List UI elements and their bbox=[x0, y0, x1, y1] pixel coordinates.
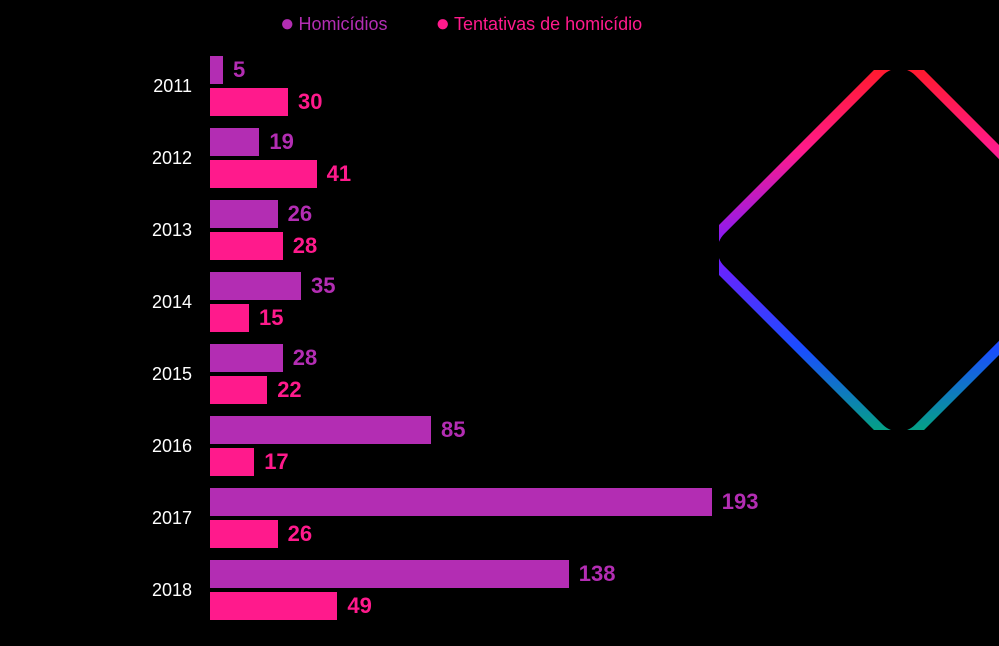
bar-value: 22 bbox=[277, 377, 301, 403]
year-group: 2017 193 26 bbox=[0, 482, 760, 554]
year-label: 2012 bbox=[0, 148, 210, 169]
chart-legend: ● Homicídios ● Tentativas de homicídio bbox=[0, 0, 999, 36]
bar-wrap: 28 bbox=[210, 344, 760, 372]
bar-value: 17 bbox=[264, 449, 288, 475]
bar bbox=[210, 56, 223, 84]
bar-wrap: 15 bbox=[210, 304, 760, 332]
year-group: 20152822 bbox=[0, 338, 760, 410]
legend-label: Tentativas de homicídio bbox=[454, 14, 642, 35]
bar bbox=[210, 344, 283, 372]
bar-wrap: 28 bbox=[210, 232, 760, 260]
bar-wrap: 22 bbox=[210, 376, 760, 404]
gradient-decoration-icon bbox=[719, 70, 999, 430]
bar-value: 28 bbox=[293, 345, 317, 371]
bar-value: 26 bbox=[288, 201, 312, 227]
legend-item-tentativas: ● Tentativas de homicídio bbox=[436, 12, 643, 36]
bar bbox=[210, 376, 267, 404]
bar-pair: 193 26 bbox=[210, 488, 760, 548]
bar-wrap: 30 bbox=[210, 88, 760, 116]
bar-value: 35 bbox=[311, 273, 335, 299]
bar bbox=[210, 128, 259, 156]
bar-pair: 5 30 bbox=[210, 56, 760, 116]
year-label: 2015 bbox=[0, 364, 210, 385]
bar-wrap: 35 bbox=[210, 272, 760, 300]
year-label: 2018 bbox=[0, 580, 210, 601]
bar-wrap: 26 bbox=[210, 200, 760, 228]
bar-wrap: 41 bbox=[210, 160, 760, 188]
bar-wrap: 17 bbox=[210, 448, 760, 476]
bar bbox=[210, 448, 254, 476]
bar-value: 49 bbox=[347, 593, 371, 619]
year-label: 2014 bbox=[0, 292, 210, 313]
bar-value: 138 bbox=[579, 561, 616, 587]
year-group: 20132628 bbox=[0, 194, 760, 266]
bar-value: 15 bbox=[259, 305, 283, 331]
bar bbox=[210, 304, 249, 332]
bar bbox=[210, 416, 431, 444]
bar-pair: 1941 bbox=[210, 128, 760, 188]
bar bbox=[210, 592, 337, 620]
year-group: 20121941 bbox=[0, 122, 760, 194]
year-group: 2016 85 17 bbox=[0, 410, 760, 482]
year-label: 2013 bbox=[0, 220, 210, 241]
bar-pair: 138 49 bbox=[210, 560, 760, 620]
legend-bullet-icon: ● bbox=[436, 12, 451, 36]
year-group: 2018 138 49 bbox=[0, 554, 760, 626]
bar-value: 85 bbox=[441, 417, 465, 443]
bar-wrap: 138 bbox=[210, 560, 760, 588]
bar bbox=[210, 272, 301, 300]
year-group: 2011 5 30 bbox=[0, 50, 760, 122]
year-label: 2016 bbox=[0, 436, 210, 457]
bar-pair: 2822 bbox=[210, 344, 760, 404]
bar bbox=[210, 160, 317, 188]
bar-value: 193 bbox=[722, 489, 759, 515]
chart-area: 2011530201219412013262820143515201528222… bbox=[0, 50, 760, 626]
legend-label: Homicídios bbox=[299, 14, 388, 35]
bar-pair: 35 15 bbox=[210, 272, 760, 332]
bar bbox=[210, 560, 569, 588]
bar bbox=[210, 232, 283, 260]
bar-value: 41 bbox=[327, 161, 351, 187]
bar-value: 28 bbox=[293, 233, 317, 259]
bar bbox=[210, 200, 278, 228]
bar-value: 19 bbox=[269, 129, 293, 155]
bar-pair: 85 17 bbox=[210, 416, 760, 476]
year-label: 2017 bbox=[0, 508, 210, 529]
bar bbox=[210, 520, 278, 548]
bar-wrap: 5 bbox=[210, 56, 760, 84]
bar-wrap: 193 bbox=[210, 488, 760, 516]
bar-pair: 2628 bbox=[210, 200, 760, 260]
bar-value: 30 bbox=[298, 89, 322, 115]
bar-wrap: 26 bbox=[210, 520, 760, 548]
legend-item-homicidios: ● Homicídios bbox=[280, 12, 388, 36]
legend-bullet-icon: ● bbox=[280, 12, 295, 36]
year-group: 2014 35 15 bbox=[0, 266, 760, 338]
bar-value: 5 bbox=[233, 57, 245, 83]
bar bbox=[210, 488, 712, 516]
bar bbox=[210, 88, 288, 116]
year-label: 2011 bbox=[0, 76, 210, 97]
bar-wrap: 19 bbox=[210, 128, 760, 156]
bar-wrap: 49 bbox=[210, 592, 760, 620]
bar-wrap: 85 bbox=[210, 416, 760, 444]
bar-value: 26 bbox=[288, 521, 312, 547]
